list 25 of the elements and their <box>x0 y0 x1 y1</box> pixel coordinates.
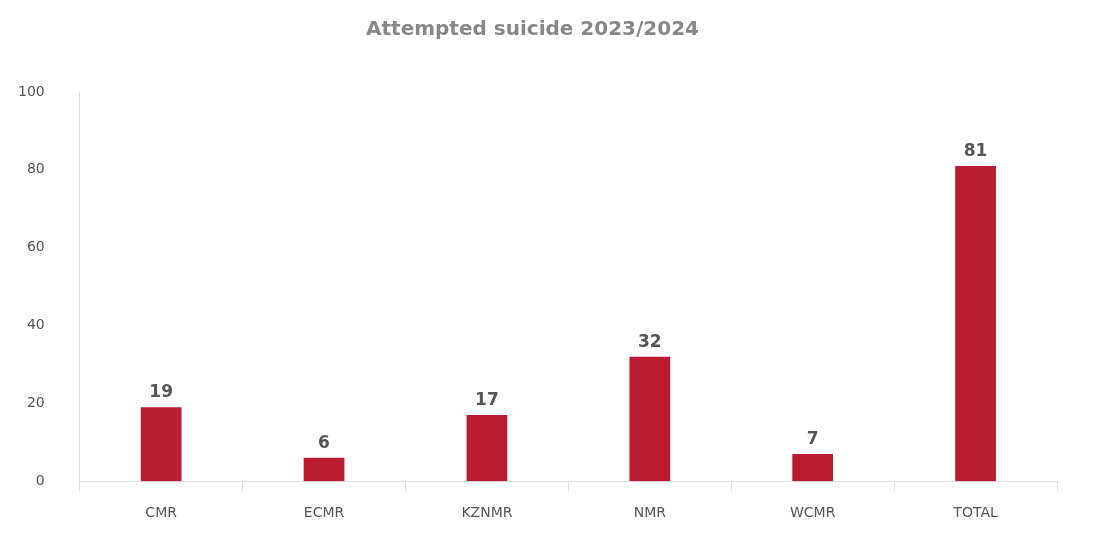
bar <box>629 356 671 482</box>
y-tick-label: 0 <box>35 471 45 488</box>
x-tick-label: CMR <box>145 504 178 521</box>
y-tick-label: 20 <box>26 394 45 410</box>
x-tick-label: TOTAL <box>952 504 998 521</box>
bar <box>792 453 834 482</box>
bar <box>140 407 182 482</box>
data-label: 32 <box>637 330 662 351</box>
bar <box>466 415 508 482</box>
x-tick-label: ECMR <box>303 504 345 521</box>
data-label: 17 <box>475 388 499 409</box>
data-label: 19 <box>149 381 173 402</box>
y-tick-label: 80 <box>26 160 45 177</box>
bar <box>303 457 345 482</box>
data-label: 81 <box>963 139 988 160</box>
x-tick-label: KZNMR <box>461 504 513 521</box>
x-tick-label: NMR <box>633 504 667 521</box>
y-tick-label: 60 <box>26 238 45 255</box>
y-tick-label: 100 <box>17 82 45 99</box>
data-label: 7 <box>806 427 819 448</box>
bar <box>955 165 996 482</box>
x-tick-label: WCMR <box>789 504 836 521</box>
data-label: 6 <box>318 431 330 452</box>
y-tick-label: 40 <box>26 316 45 333</box>
chart-title: Attempted suicide 2023/2024 <box>366 16 699 41</box>
